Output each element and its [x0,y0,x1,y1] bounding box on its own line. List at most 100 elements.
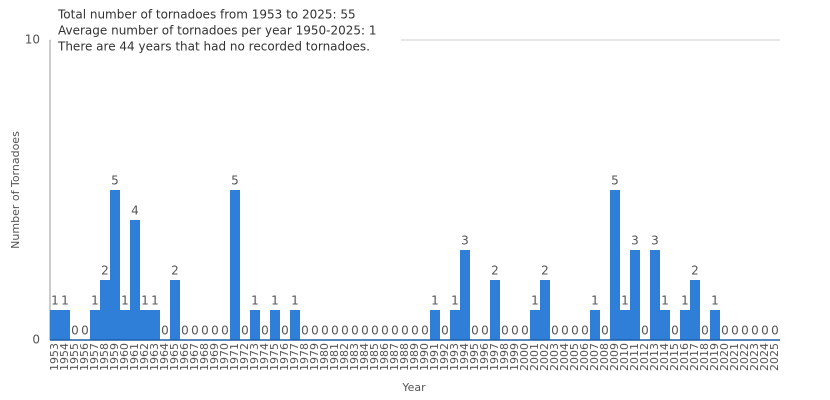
data-label: 0 [351,324,359,338]
x-tick-label: 1983 [348,343,361,371]
data-label: 1 [711,294,719,308]
data-label: 0 [771,324,779,338]
x-tick-label: 1991 [428,343,441,371]
data-label: 1 [531,294,539,308]
data-label: 0 [421,324,429,338]
data-label: 0 [381,324,389,338]
x-axis-label: Year [401,381,426,394]
x-tick-label: 1974 [258,343,271,371]
data-label: 0 [741,324,749,338]
x-tick-label: 2003 [548,343,561,371]
data-label: 0 [221,324,229,338]
data-label: 1 [91,294,99,308]
x-tick-label: 1992 [438,343,451,371]
x-tick-label: 1977 [288,343,301,371]
data-label: 0 [391,324,399,338]
x-tick-label: 2012 [638,343,651,371]
data-label: 3 [631,234,639,248]
x-tick-label: 1978 [298,343,311,371]
x-tick-label: 2016 [678,343,691,371]
x-tick-label: 1962 [138,343,151,371]
data-label: 0 [241,324,249,338]
x-tick-label: 2006 [578,343,591,371]
x-tick-label: 1967 [188,343,201,371]
bar [60,310,70,340]
data-label: 1 [61,294,69,308]
data-label: 1 [621,294,629,308]
x-tick-label: 2015 [668,343,681,371]
data-label: 3 [651,234,659,248]
bar [450,310,460,340]
x-tick-label: 2005 [568,343,581,371]
data-label: 1 [291,294,299,308]
data-label: 0 [721,324,729,338]
x-tick-label: 1987 [388,343,401,371]
data-label: 2 [691,264,699,278]
data-label: 0 [81,324,89,338]
x-tick-label: 1989 [408,343,421,371]
x-tick-label: 2018 [698,343,711,371]
bar [130,220,140,340]
bar [710,310,720,340]
data-label: 0 [751,324,759,338]
x-tick-label: 2013 [648,343,661,371]
x-tick-label: 1981 [328,343,341,371]
bar [650,250,660,340]
y-tick-label: 10 [25,33,40,47]
bar [230,190,240,340]
x-tick-label: 2014 [658,343,671,371]
data-label: 0 [581,324,589,338]
data-label: 0 [161,324,169,338]
x-tick-label: 1960 [118,343,131,371]
x-tick-label: 2007 [588,343,601,371]
x-tick-label: 1979 [308,343,321,371]
bar [530,310,540,340]
bar [250,310,260,340]
data-label: 0 [441,324,449,338]
x-tick-label: 2009 [608,343,621,371]
data-label: 0 [181,324,189,338]
data-label: 1 [451,294,459,308]
data-label: 0 [701,324,709,338]
data-label: 1 [681,294,689,308]
x-tick-label: 1961 [128,343,141,371]
bar [620,310,630,340]
data-label: 0 [191,324,199,338]
data-label: 0 [201,324,209,338]
x-tick-label: 2019 [708,343,721,371]
data-label: 0 [411,324,419,338]
bar [430,310,440,340]
x-tick-label: 1968 [198,343,211,371]
bar [680,310,690,340]
x-tick-label: 1997 [488,343,501,371]
x-tick-label: 1969 [208,343,221,371]
bar [690,280,700,340]
x-tick-label: 2004 [558,343,571,371]
x-tick-label: 1975 [268,343,281,371]
data-label: 1 [431,294,439,308]
data-label: 2 [101,264,109,278]
bar [270,310,280,340]
data-label: 0 [641,324,649,338]
y-tick-label: 0 [32,333,40,347]
data-label: 1 [121,294,129,308]
data-label: 3 [461,234,469,248]
x-tick-label: 1958 [98,343,111,371]
x-tick-label: 1995 [468,343,481,371]
data-label: 0 [331,324,339,338]
x-tick-label: 1955 [68,343,81,371]
data-label: 1 [141,294,149,308]
data-label: 0 [371,324,379,338]
data-label: 2 [541,264,549,278]
x-tick-label: 1971 [228,343,241,371]
bar [170,280,180,340]
bar [90,310,100,340]
x-tick-label: 2011 [628,343,641,371]
data-label: 0 [501,324,509,338]
x-tick-label: 1984 [358,343,371,371]
x-tick-label: 1957 [88,343,101,371]
data-label: 0 [71,324,79,338]
bar [120,310,130,340]
x-tick-label: 2024 [758,343,771,371]
